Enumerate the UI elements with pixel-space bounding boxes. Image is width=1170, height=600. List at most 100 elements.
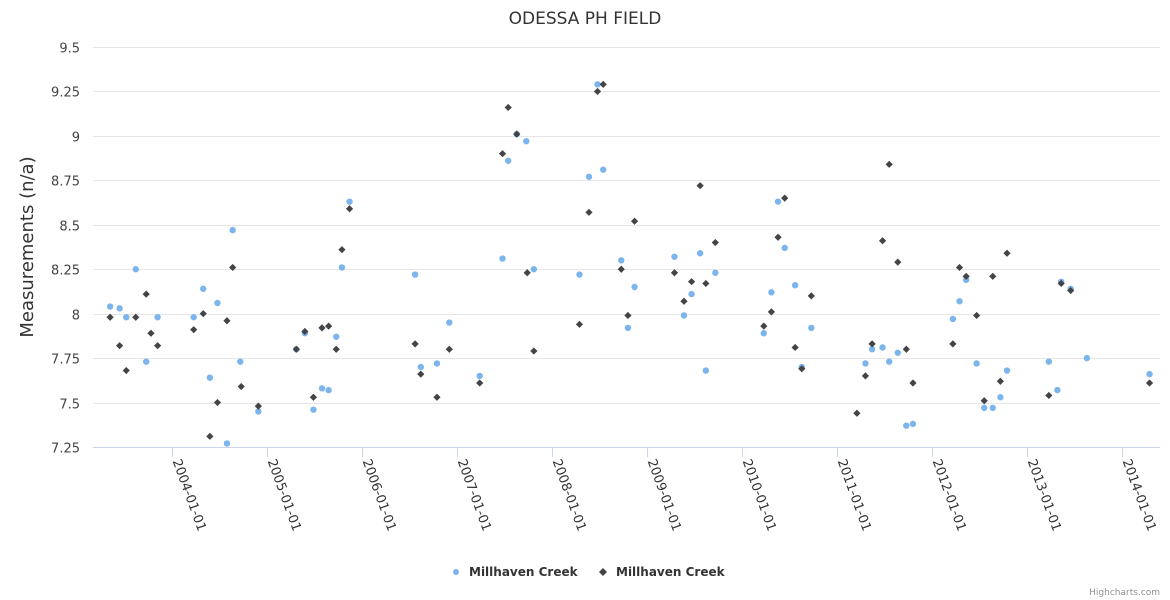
data-point[interactable]	[949, 340, 957, 348]
data-point[interactable]	[903, 422, 910, 429]
data-point[interactable]	[997, 394, 1004, 401]
data-point[interactable]	[702, 279, 710, 288]
data-point[interactable]	[255, 408, 262, 415]
data-point[interactable]	[878, 237, 887, 245]
data-point[interactable]	[768, 289, 775, 296]
data-point[interactable]	[132, 313, 140, 321]
credits-link[interactable]: Highcharts.com	[1089, 588, 1160, 598]
data-point[interactable]	[206, 432, 214, 440]
data-point[interactable]	[417, 370, 425, 378]
data-point[interactable]	[433, 360, 441, 367]
data-point[interactable]	[1146, 370, 1153, 378]
data-point[interactable]	[325, 386, 332, 394]
data-point[interactable]	[687, 278, 696, 286]
data-point[interactable]	[885, 160, 893, 168]
data-point[interactable]	[106, 313, 114, 321]
data-point[interactable]	[143, 358, 150, 365]
data-point[interactable]	[1145, 379, 1154, 387]
data-point[interactable]	[696, 182, 704, 190]
data-point[interactable]	[909, 420, 917, 428]
data-point[interactable]	[190, 314, 197, 321]
data-point[interactable]	[338, 246, 346, 254]
data-point[interactable]	[1083, 354, 1091, 362]
data-point[interactable]	[1045, 358, 1053, 365]
data-point[interactable]	[688, 290, 695, 298]
data-point[interactable]	[254, 402, 262, 410]
data-point[interactable]	[318, 324, 326, 332]
data-point[interactable]	[411, 340, 419, 348]
data-point[interactable]	[600, 166, 607, 173]
data-point[interactable]	[523, 138, 530, 145]
data-point[interactable]	[798, 365, 806, 373]
data-point[interactable]	[154, 314, 161, 321]
legend-item-0[interactable]: Millhaven Creek	[453, 565, 579, 579]
data-point[interactable]	[445, 345, 453, 353]
data-point[interactable]	[630, 217, 639, 225]
data-point[interactable]	[894, 349, 901, 356]
data-point[interactable]	[411, 271, 419, 278]
data-point[interactable]	[332, 345, 340, 353]
data-point[interactable]	[868, 346, 876, 353]
data-point[interactable]	[862, 360, 869, 367]
data-point[interactable]	[147, 329, 155, 337]
data-point[interactable]	[909, 379, 917, 387]
data-point[interactable]	[791, 343, 799, 352]
data-point[interactable]	[223, 317, 231, 325]
data-point[interactable]	[122, 366, 130, 375]
data-point[interactable]	[624, 311, 632, 320]
data-point[interactable]	[154, 342, 162, 350]
data-point[interactable]	[594, 81, 601, 88]
data-point[interactable]	[310, 406, 317, 413]
data-point[interactable]	[989, 404, 996, 412]
data-point[interactable]	[513, 130, 521, 138]
data-point[interactable]	[973, 311, 981, 320]
data-point[interactable]	[132, 266, 139, 273]
data-point[interactable]	[599, 80, 607, 88]
data-point[interactable]	[301, 327, 309, 336]
data-point[interactable]	[575, 320, 584, 328]
data-point[interactable]	[214, 299, 221, 307]
data-point[interactable]	[894, 258, 902, 266]
data-point[interactable]	[1003, 367, 1011, 374]
data-point[interactable]	[200, 285, 207, 292]
data-point[interactable]	[229, 263, 237, 272]
data-point[interactable]	[433, 393, 441, 401]
data-point[interactable]	[237, 382, 245, 391]
data-point[interactable]	[318, 385, 326, 392]
data-point[interactable]	[116, 305, 123, 312]
data-point[interactable]	[523, 269, 531, 277]
data-point[interactable]	[116, 342, 124, 350]
data-point[interactable]	[325, 322, 333, 330]
data-point[interactable]	[199, 310, 207, 318]
data-point[interactable]	[593, 87, 602, 96]
data-point[interactable]	[498, 150, 507, 158]
data-point[interactable]	[868, 340, 876, 348]
data-point[interactable]	[309, 393, 318, 401]
data-point[interactable]	[223, 440, 231, 447]
data-point[interactable]	[902, 345, 910, 353]
data-point[interactable]	[1057, 279, 1065, 288]
data-point[interactable]	[333, 333, 340, 340]
data-point[interactable]	[1003, 249, 1011, 257]
data-point[interactable]	[760, 330, 767, 337]
data-point[interactable]	[696, 250, 704, 257]
data-point[interactable]	[237, 358, 244, 365]
data-point[interactable]	[530, 266, 538, 273]
data-point[interactable]	[791, 282, 799, 289]
data-point[interactable]	[949, 315, 957, 323]
data-point[interactable]	[767, 308, 775, 316]
data-point[interactable]	[774, 198, 782, 205]
data-point[interactable]	[781, 244, 788, 252]
data-point[interactable]	[886, 358, 893, 365]
data-point[interactable]	[1067, 286, 1075, 295]
data-point[interactable]	[853, 409, 861, 417]
data-point[interactable]	[229, 226, 236, 234]
data-point[interactable]	[618, 257, 625, 264]
data-point[interactable]	[774, 233, 782, 241]
data-point[interactable]	[712, 269, 719, 276]
data-point[interactable]	[956, 298, 963, 305]
data-point[interactable]	[585, 208, 593, 216]
data-point[interactable]	[213, 398, 222, 407]
data-point[interactable]	[190, 326, 198, 334]
data-point[interactable]	[338, 264, 346, 271]
